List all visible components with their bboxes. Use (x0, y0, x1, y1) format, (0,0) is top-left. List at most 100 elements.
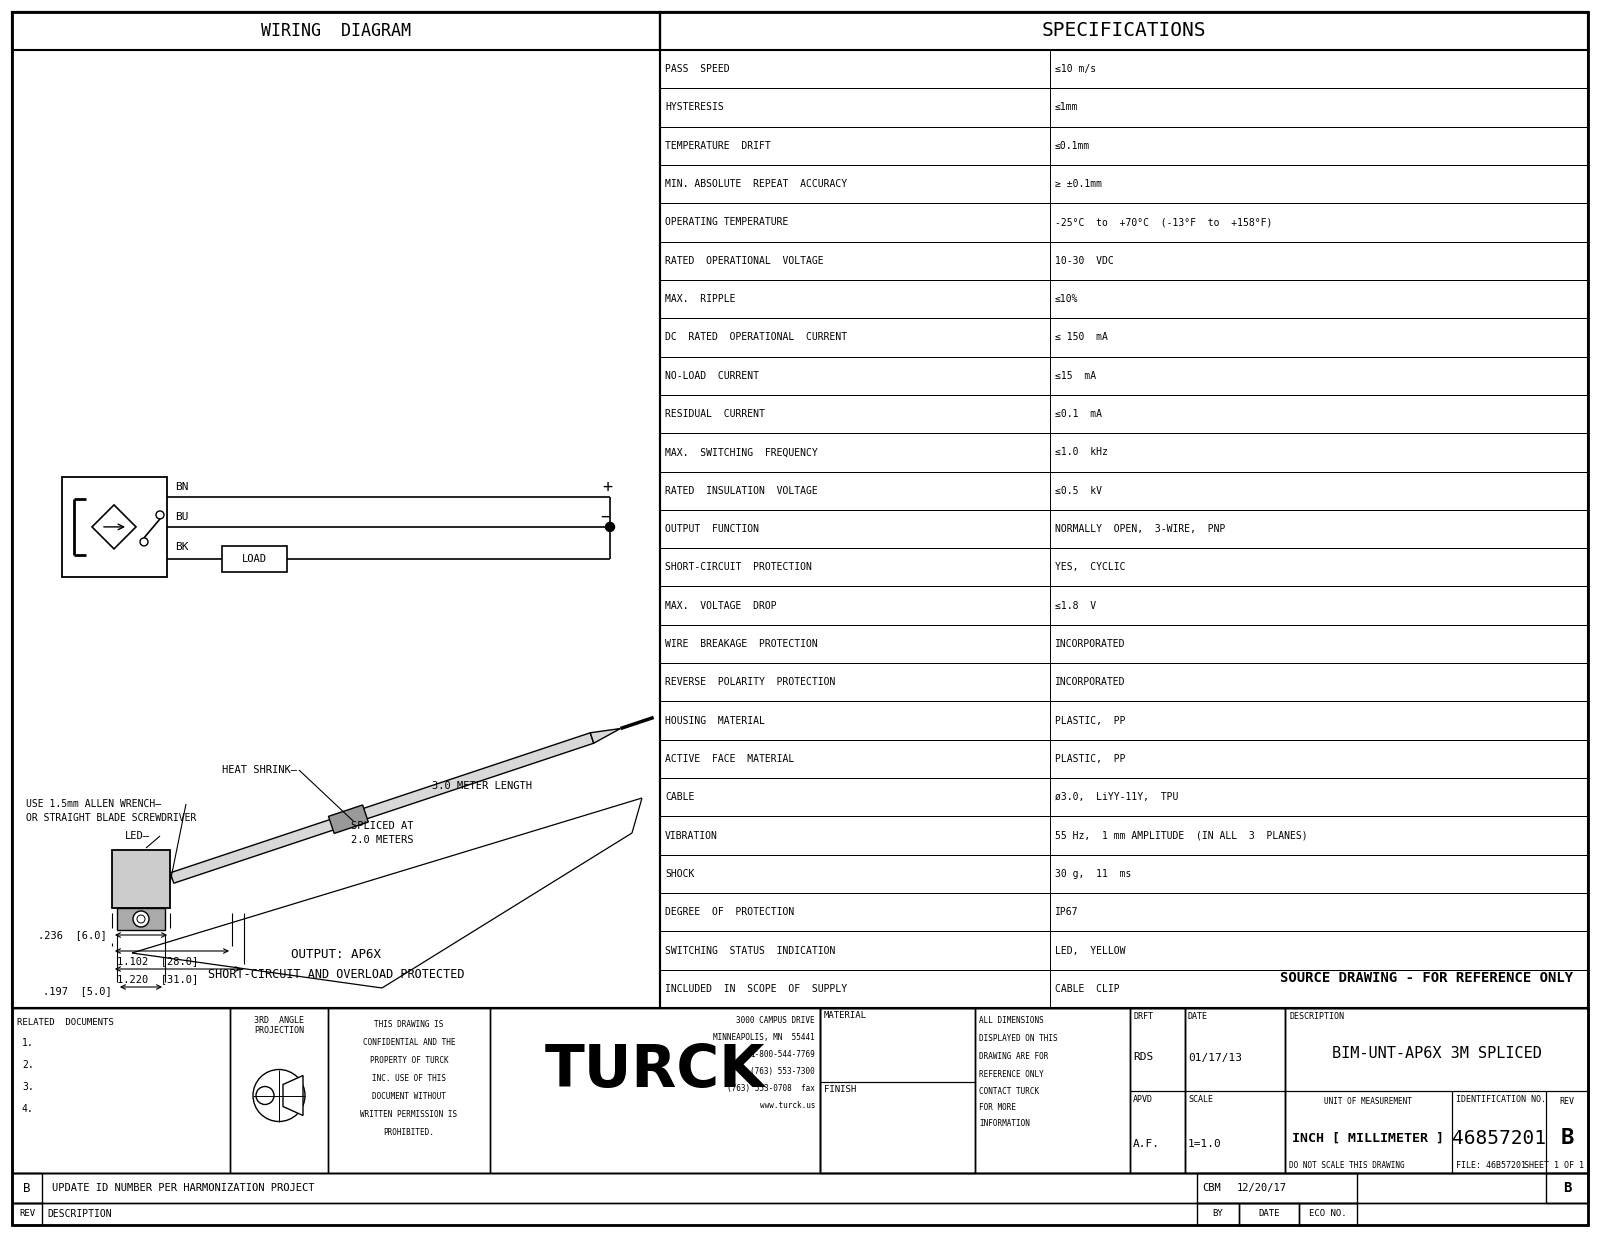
Text: MIN. ABSOLUTE  REPEAT  ACCURACY: MIN. ABSOLUTE REPEAT ACCURACY (666, 179, 846, 189)
Text: YES,  CYCLIC: YES, CYCLIC (1054, 563, 1125, 573)
Text: SPECIFICATIONS: SPECIFICATIONS (1042, 21, 1206, 41)
Text: B: B (1560, 1128, 1574, 1148)
Text: THIS DRAWING IS: THIS DRAWING IS (374, 1021, 443, 1029)
Polygon shape (117, 908, 165, 930)
Bar (661, 395, 1587, 433)
Bar (819, 1008, 974, 1082)
Text: BK: BK (174, 542, 189, 552)
Text: CONTACT TURCK: CONTACT TURCK (979, 1087, 1038, 1096)
Text: ø3.0,  LiYY-11Y,  TPU: ø3.0, LiYY-11Y, TPU (1054, 792, 1178, 803)
Bar (13, 1204, 42, 1225)
Text: MAX.  RIPPLE: MAX. RIPPLE (666, 294, 736, 304)
Text: LED,  YELLOW: LED, YELLOW (1054, 945, 1125, 955)
Bar (661, 433, 1587, 471)
Text: INCORPORATED: INCORPORATED (1054, 640, 1125, 649)
Circle shape (133, 910, 149, 927)
Text: FOR MORE: FOR MORE (979, 1103, 1016, 1112)
Text: 1-800-544-7769: 1-800-544-7769 (750, 1050, 814, 1059)
Bar (1186, 1091, 1285, 1173)
Text: PROPERTY OF TURCK: PROPERTY OF TURCK (370, 1056, 448, 1065)
Text: SHOCK: SHOCK (666, 868, 694, 878)
Bar (661, 126, 1587, 165)
Bar (661, 740, 1587, 778)
Text: 4.: 4. (22, 1103, 34, 1115)
Bar (661, 12, 1587, 1008)
Text: LED—: LED— (125, 831, 150, 841)
Bar (1197, 1173, 1357, 1204)
Bar (1546, 1091, 1587, 1173)
Text: ACTIVE  FACE  MATERIAL: ACTIVE FACE MATERIAL (666, 753, 794, 764)
Circle shape (253, 1070, 306, 1122)
Text: ≤0.1mm: ≤0.1mm (1054, 141, 1090, 151)
Text: 1.: 1. (22, 1038, 34, 1048)
Text: ≤1.8  V: ≤1.8 V (1054, 601, 1096, 611)
Text: 55 Hz,  1 mm AMPLITUDE  (IN ALL  3  PLANES): 55 Hz, 1 mm AMPLITUDE (IN ALL 3 PLANES) (1054, 830, 1307, 841)
Text: WRITTEN PERMISSION IS: WRITTEN PERMISSION IS (360, 1110, 458, 1119)
Bar (661, 203, 1587, 241)
Bar (661, 931, 1587, 970)
Text: CABLE: CABLE (666, 792, 694, 803)
Bar (1546, 1173, 1587, 1204)
Bar (328, 1008, 490, 1173)
Bar (1299, 1204, 1357, 1225)
Text: SHORT-CIRCUIT AND OVERLOAD PROTECTED: SHORT-CIRCUIT AND OVERLOAD PROTECTED (208, 969, 464, 981)
Text: SCALE: SCALE (1187, 1095, 1213, 1103)
Text: DESCRIPTION: DESCRIPTION (1290, 1012, 1344, 1021)
Text: REV: REV (19, 1210, 35, 1218)
Text: 10-30  VDC: 10-30 VDC (1054, 256, 1114, 266)
Bar (1197, 1204, 1238, 1225)
Text: DRAWING ARE FOR: DRAWING ARE FOR (979, 1051, 1048, 1061)
Text: NO-LOAD  CURRENT: NO-LOAD CURRENT (666, 371, 758, 381)
Text: DEGREE  OF  PROTECTION: DEGREE OF PROTECTION (666, 907, 794, 917)
Text: DC  RATED  OPERATIONAL  CURRENT: DC RATED OPERATIONAL CURRENT (666, 333, 846, 343)
Bar (661, 356, 1587, 395)
Text: PLASTIC,  PP: PLASTIC, PP (1054, 715, 1125, 726)
Text: 1.102  [28.0]: 1.102 [28.0] (117, 956, 198, 966)
Bar (13, 1204, 1587, 1225)
Bar (661, 970, 1587, 1008)
Text: PLASTIC,  PP: PLASTIC, PP (1054, 753, 1125, 764)
Text: ECO NO.: ECO NO. (1309, 1210, 1347, 1218)
Text: INCORPORATED: INCORPORATED (1054, 678, 1125, 688)
Text: CABLE  CLIP: CABLE CLIP (1054, 983, 1120, 993)
Text: ≤1mm: ≤1mm (1054, 103, 1078, 113)
Text: DOCUMENT WITHOUT: DOCUMENT WITHOUT (371, 1092, 446, 1101)
Text: VIBRATION: VIBRATION (666, 830, 718, 841)
Text: UNIT OF MEASUREMENT: UNIT OF MEASUREMENT (1325, 1096, 1413, 1106)
Bar (230, 1008, 328, 1173)
Text: INFORMATION: INFORMATION (979, 1119, 1030, 1128)
Text: REVERSE  POLARITY  PROTECTION: REVERSE POLARITY PROTECTION (666, 678, 835, 688)
Bar (661, 165, 1587, 203)
Text: CONFIDENTIAL AND THE: CONFIDENTIAL AND THE (363, 1038, 456, 1047)
Circle shape (138, 915, 146, 923)
Text: DISPLAYED ON THIS: DISPLAYED ON THIS (979, 1034, 1058, 1043)
Text: 3.: 3. (22, 1082, 34, 1092)
Text: MAX.  VOLTAGE  DROP: MAX. VOLTAGE DROP (666, 601, 776, 611)
Bar (661, 510, 1587, 548)
Bar (222, 546, 286, 571)
Text: 46857201: 46857201 (1451, 1129, 1546, 1148)
Text: PASS  SPEED: PASS SPEED (666, 64, 730, 74)
Text: MINNEAPOLIS, MN  55441: MINNEAPOLIS, MN 55441 (714, 1033, 814, 1042)
Text: B: B (1563, 1181, 1571, 1195)
Bar (1130, 1008, 1186, 1173)
Bar (1238, 1204, 1299, 1225)
Text: SWITCHING  STATUS  INDICATION: SWITCHING STATUS INDICATION (666, 945, 835, 955)
Text: .236  [6.0]: .236 [6.0] (38, 930, 107, 940)
Text: RDS: RDS (1133, 1053, 1154, 1063)
Text: 12/20/17: 12/20/17 (1237, 1183, 1286, 1192)
Text: 1.220  [31.0]: 1.220 [31.0] (117, 974, 198, 983)
Text: B: B (24, 1181, 30, 1195)
Text: HEAT SHRINK—: HEAT SHRINK— (222, 764, 298, 776)
Bar (1186, 1008, 1285, 1091)
Polygon shape (170, 732, 594, 883)
Text: RESIDUAL  CURRENT: RESIDUAL CURRENT (666, 409, 765, 419)
Text: SHORT-CIRCUIT  PROTECTION: SHORT-CIRCUIT PROTECTION (666, 563, 811, 573)
Text: FILE: 46B57201: FILE: 46B57201 (1456, 1162, 1526, 1170)
Bar (661, 280, 1587, 318)
Bar (974, 1008, 1130, 1173)
Text: DO NOT SCALE THIS DRAWING: DO NOT SCALE THIS DRAWING (1290, 1162, 1405, 1170)
Text: SPLICED AT: SPLICED AT (350, 821, 413, 831)
Text: OUTPUT: AP6X: OUTPUT: AP6X (291, 948, 381, 960)
Text: OUTPUT  FUNCTION: OUTPUT FUNCTION (666, 524, 758, 534)
